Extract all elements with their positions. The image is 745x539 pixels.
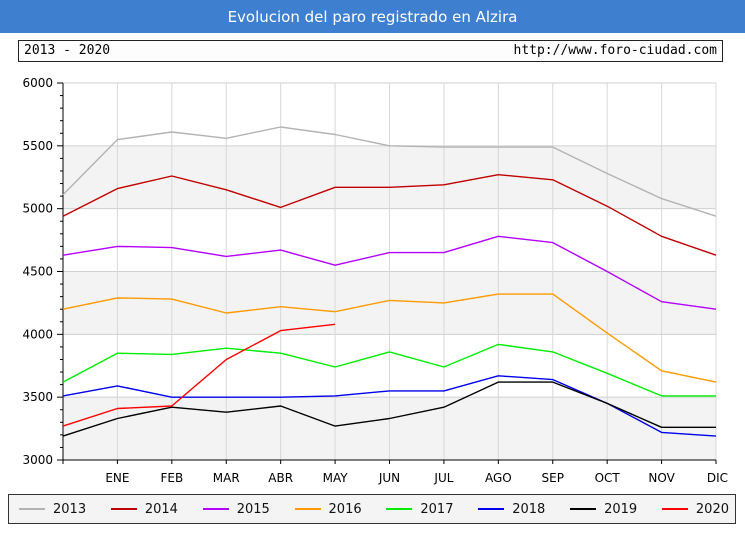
y-tick-label: 5000 — [22, 202, 53, 216]
chart-title: Evolucion del paro registrado en Alzira — [0, 0, 745, 33]
y-tick-label: 6000 — [22, 76, 53, 90]
legend-item-2013: 2013 — [19, 502, 86, 517]
x-tick-label: FEB — [160, 471, 183, 485]
legend-item-2019: 2019 — [570, 502, 637, 517]
y-tick-label: 3000 — [22, 453, 53, 467]
year-range-label: 2013 - 2020 — [24, 43, 111, 58]
legend-label: 2020 — [695, 501, 729, 517]
series-line-2019 — [62, 381, 716, 437]
source-url-label: http://www.foro-ciudad.com — [513, 43, 718, 58]
series-line-2017 — [62, 343, 716, 397]
legend-swatch — [110, 508, 137, 510]
x-tick-label: DIC — [707, 471, 728, 485]
legend-item-2014: 2014 — [110, 501, 178, 517]
legend-swatch — [202, 508, 229, 510]
legend-item-2017: 2017 — [386, 502, 453, 517]
x-tick-label: OCT — [595, 471, 621, 485]
legend-swatch — [661, 508, 688, 510]
legend-swatch — [478, 508, 505, 510]
x-tick-label: SEP — [542, 471, 564, 485]
x-tick-label: MAR — [213, 471, 240, 485]
x-tick-label: JUL — [433, 471, 453, 485]
legend-item-2016: 2016 — [294, 501, 362, 517]
legend-label: 2019 — [604, 501, 638, 517]
x-tick-label: MAY — [323, 471, 349, 485]
legend-item-2015: 2015 — [202, 501, 270, 517]
legend-item-2018: 2018 — [478, 502, 545, 517]
x-tick-label: NOV — [648, 471, 675, 485]
legend-swatch — [294, 508, 321, 510]
legend-label: 2014 — [144, 501, 178, 517]
series-line-2016 — [62, 293, 717, 383]
legend-label: 2018 — [512, 501, 546, 517]
legend-label: 2015 — [236, 501, 270, 517]
x-tick-label: JUN — [378, 471, 400, 485]
y-tick-label: 4000 — [22, 327, 53, 341]
y-tick-label: 3500 — [22, 390, 53, 404]
y-tick-label: 4500 — [22, 265, 53, 279]
legend-swatch — [386, 508, 413, 510]
legend-swatch — [19, 508, 45, 510]
series-line-2015 — [62, 235, 717, 310]
legend-label: 2013 — [53, 501, 87, 517]
legend-item-2020: 2020 — [661, 501, 729, 517]
series-line-2014 — [62, 174, 717, 256]
x-tick-label: ENE — [105, 471, 129, 485]
series-line-2013 — [62, 126, 717, 217]
legend: 2013 2014 2015 2016 2017 2018 2019 2020 — [8, 494, 736, 524]
y-tick-label: 5500 — [22, 139, 53, 153]
subheader-box: 2013 - 2020 http://www.foro-ciudad.com — [18, 40, 723, 62]
legend-swatch — [570, 508, 597, 510]
legend-label: 2017 — [420, 501, 454, 517]
x-tick-label: AGO — [485, 471, 512, 485]
series-line-2020 — [62, 323, 336, 427]
legend-label: 2016 — [328, 501, 362, 517]
x-tick-label: ABR — [268, 471, 293, 485]
